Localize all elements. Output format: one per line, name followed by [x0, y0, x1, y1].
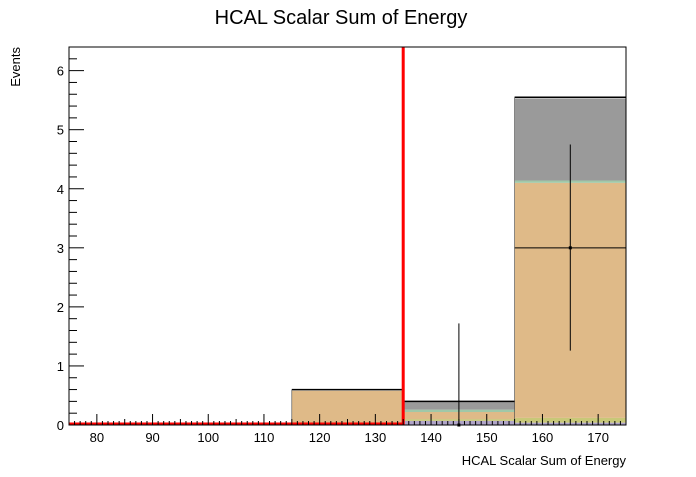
x-tick-label: 120 [309, 430, 331, 445]
x-tick-label: 130 [364, 430, 386, 445]
x-tick-label: 90 [145, 430, 159, 445]
x-tick-label: 80 [90, 430, 104, 445]
x-tick-label: 140 [420, 430, 442, 445]
x-tick-label: 150 [476, 430, 498, 445]
data-point [569, 246, 572, 249]
y-tick-label: 6 [57, 64, 64, 79]
cut-layer [69, 47, 403, 425]
x-tick-label: 160 [532, 430, 554, 445]
x-tick-label: 170 [587, 430, 609, 445]
x-tick-label: 110 [254, 430, 275, 445]
y-tick-label: 1 [57, 359, 64, 374]
y-tick-label: 0 [57, 418, 64, 433]
x-tick-label: 100 [197, 430, 219, 445]
y-axis-label: Events [8, 47, 23, 87]
chart-title: HCAL Scalar Sum of Energy [215, 7, 468, 29]
y-tick-label: 2 [57, 300, 64, 315]
y-tick-label: 4 [57, 182, 64, 197]
x-axis-label: HCAL Scalar Sum of Energy [462, 453, 627, 468]
y-tick-label: 3 [57, 241, 64, 256]
y-tick-label: 5 [57, 123, 64, 138]
